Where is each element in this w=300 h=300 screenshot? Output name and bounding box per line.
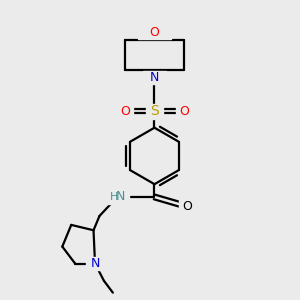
Text: O: O [179, 105, 189, 118]
Text: O: O [182, 200, 192, 213]
Text: O: O [149, 26, 159, 39]
Bar [116, 105, 133, 118]
Text: O: O [120, 105, 130, 118]
Text: S: S [150, 104, 159, 118]
Bar [146, 104, 163, 119]
Bar [176, 105, 193, 118]
Text: H: H [110, 192, 118, 202]
Bar [85, 257, 104, 270]
Bar [179, 200, 196, 213]
Bar [138, 26, 171, 39]
Bar [142, 70, 166, 84]
Bar [105, 190, 129, 203]
Text: N: N [116, 190, 126, 203]
Text: N: N [90, 257, 100, 270]
Text: N: N [150, 71, 159, 84]
